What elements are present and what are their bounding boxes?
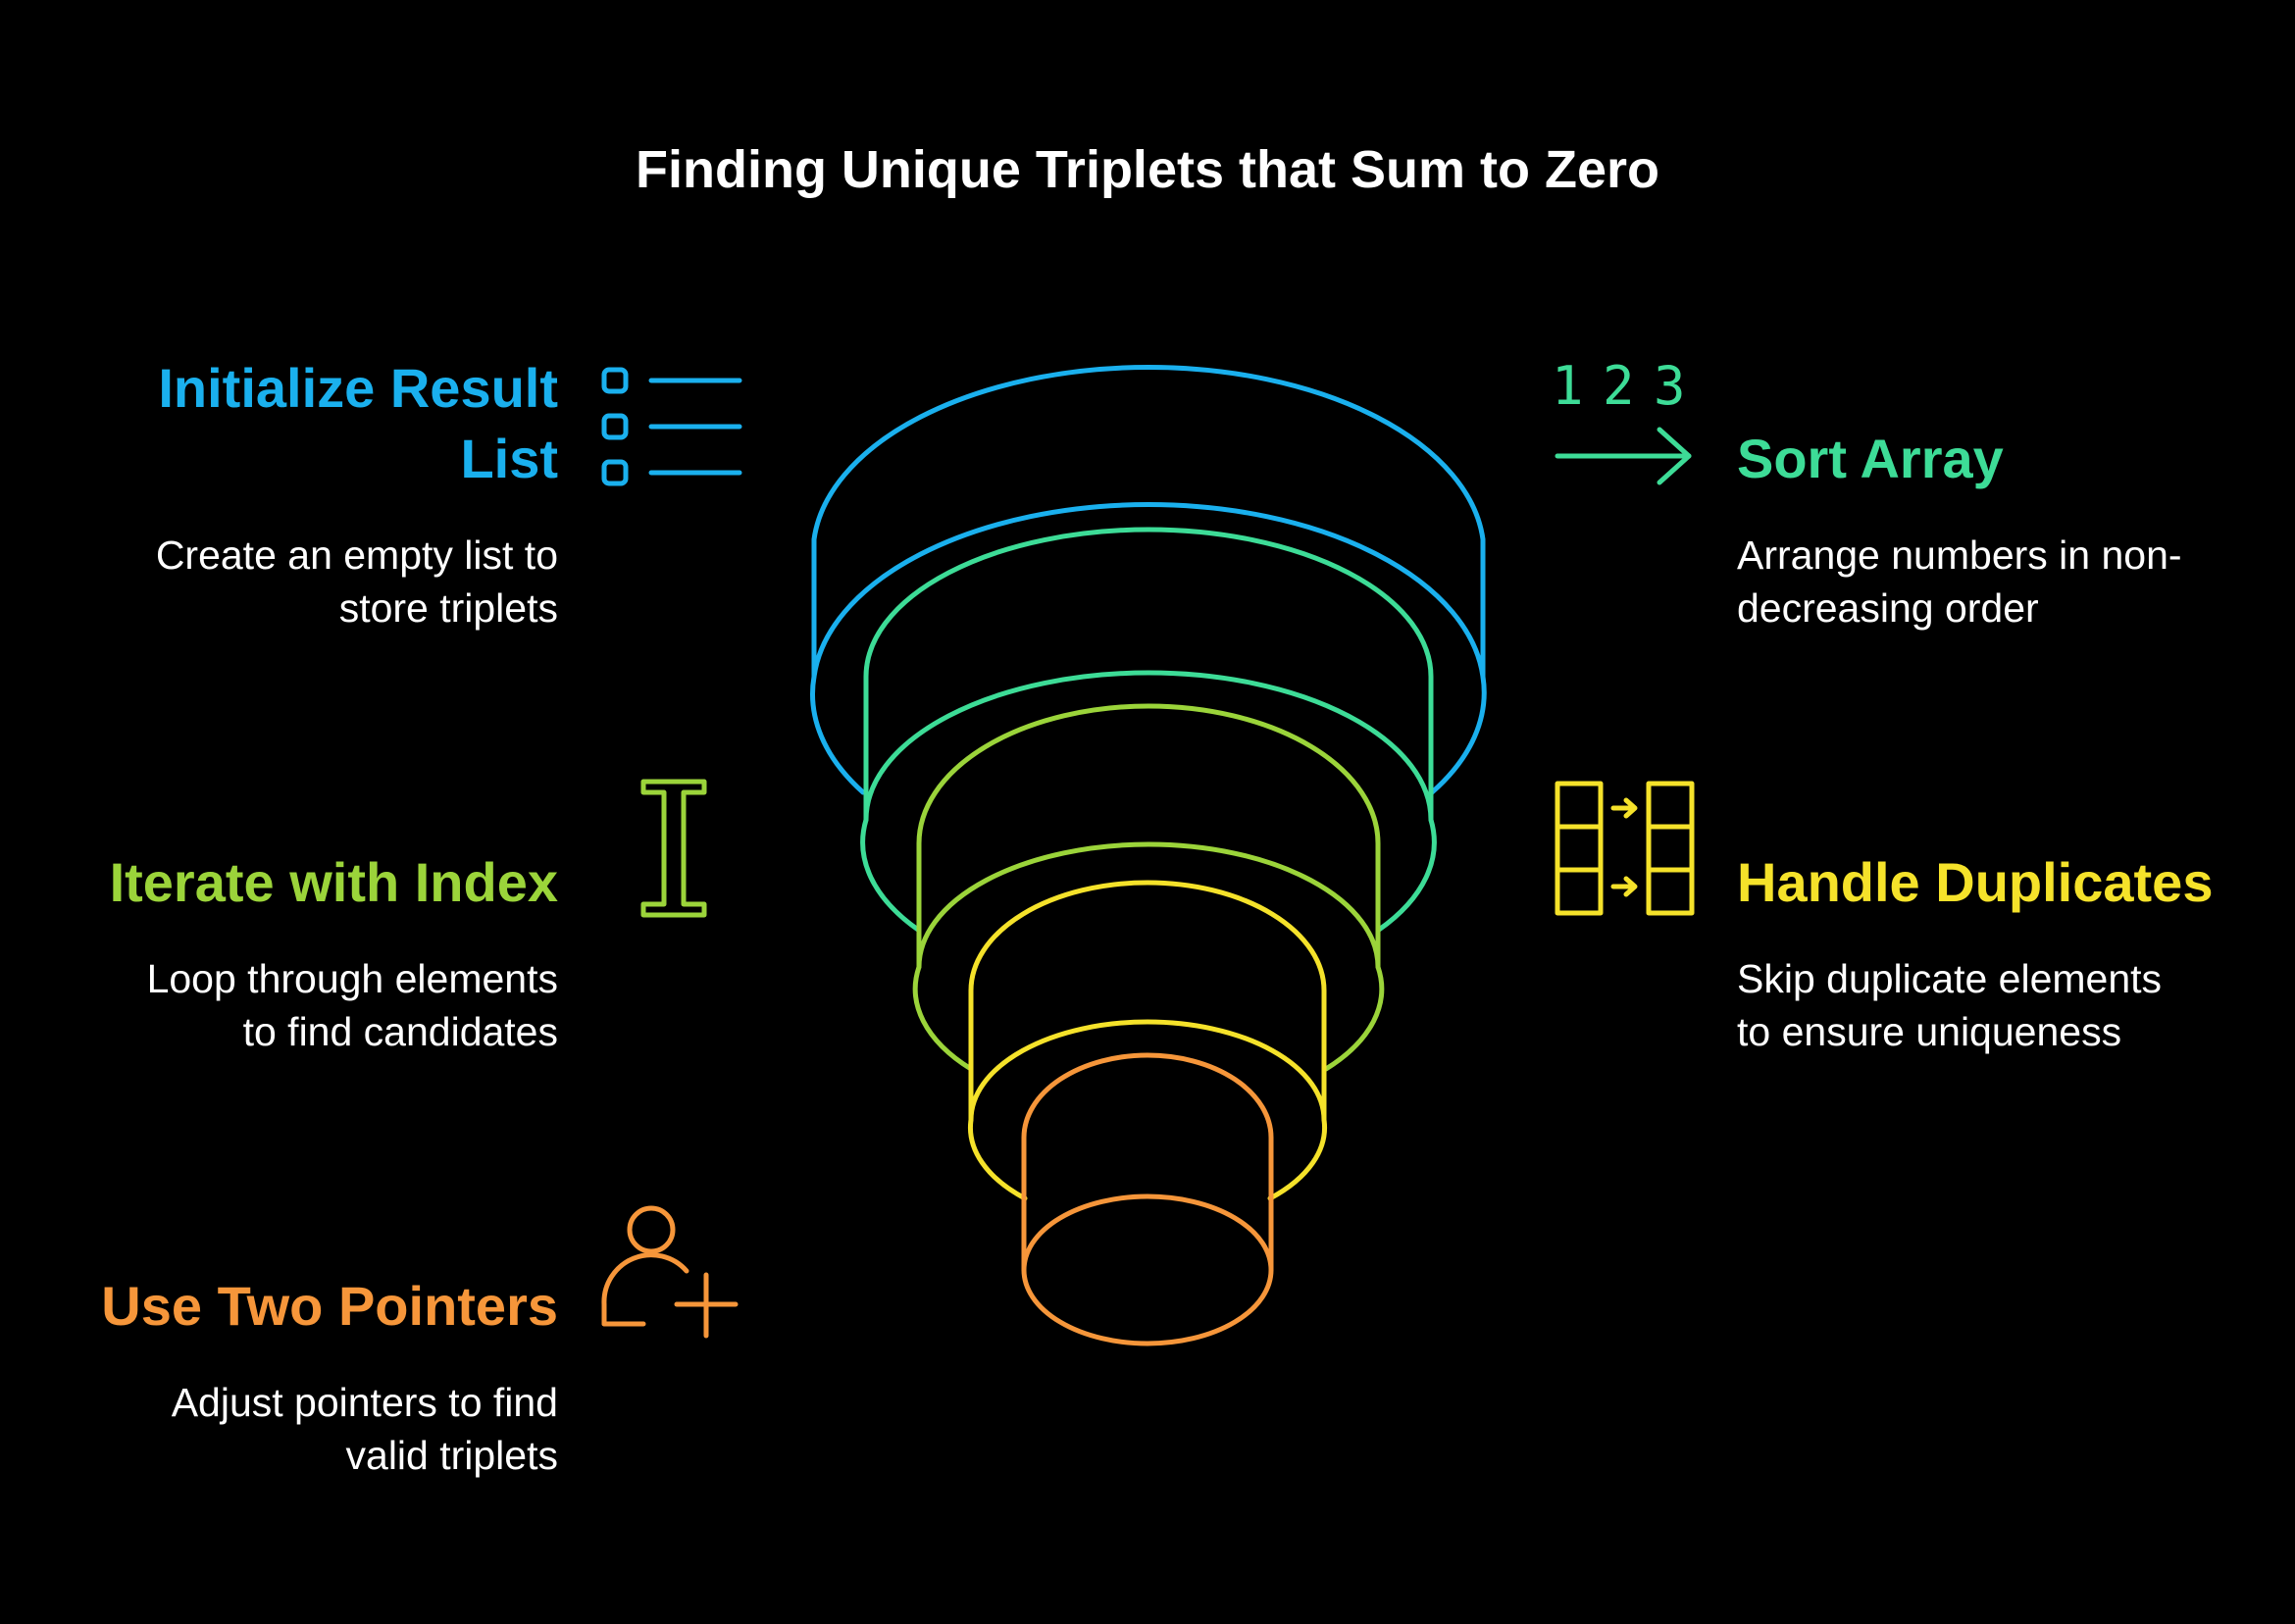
step-desc-iterate: Loop through elements to find candidates [147, 952, 558, 1058]
step-desc-line: store triplets [338, 585, 558, 631]
step-title-initialize: Initialize Result List [158, 353, 558, 494]
list-icon [601, 367, 742, 486]
step-desc-initialize: Create an empty list to store triplets [156, 529, 558, 634]
step-title-line: Iterate with Index [109, 851, 558, 913]
step-title-line: Initialize Result [158, 357, 558, 419]
cylinder-duplicates [967, 880, 1328, 1201]
step-title-line: Handle Duplicates [1737, 851, 2214, 913]
step-title-sort: Sort Array [1737, 424, 2004, 494]
step-desc-line: Skip duplicate elements [1737, 956, 2163, 1001]
step-desc-duplicates: Skip duplicate elements to ensure unique… [1737, 952, 2162, 1058]
cylinder-pointers [1021, 1052, 1274, 1346]
step-title-duplicates: Handle Duplicates [1737, 847, 2213, 918]
step-desc-line: Create an empty list to [155, 533, 558, 578]
step-desc-line: decreasing order [1737, 585, 2039, 631]
step-desc-sort: Arrange numbers in non- decreasing order [1737, 529, 2182, 634]
step-title-line: Sort Array [1737, 428, 2004, 489]
add-user-icon [601, 1205, 739, 1339]
step-desc-line: Loop through elements [146, 956, 558, 1001]
sort-digit: 3 [1654, 355, 1686, 417]
sort-digit: 1 [1552, 355, 1584, 417]
cylinder-sort [860, 527, 1437, 933]
sort-arrow-icon [1555, 427, 1692, 485]
step-desc-line: to ensure uniqueness [1737, 1009, 2122, 1054]
step-title-iterate: Iterate with Index [110, 847, 558, 918]
sort-digit: 2 [1603, 355, 1635, 417]
diagram-title: Finding Unique Triplets that Sum to Zero [636, 140, 1659, 199]
cylinder-initialize [810, 365, 1487, 795]
step-title-line: Use Two Pointers [101, 1275, 558, 1337]
step-desc-line: Arrange numbers in non- [1737, 533, 2182, 578]
sort-numbers-icon: 1 2 3 [1552, 355, 1686, 417]
step-desc-line: to find candidates [242, 1009, 558, 1054]
table-transfer-icon [1555, 781, 1695, 916]
step-desc-pointers: Adjust pointers to find valid triplets [172, 1376, 558, 1482]
step-desc-line: Adjust pointers to find [171, 1380, 558, 1425]
step-title-pointers: Use Two Pointers [101, 1271, 558, 1342]
step-desc-line: valid triplets [345, 1433, 558, 1478]
step-title-line: List [460, 428, 558, 489]
text-cursor-icon [640, 779, 707, 918]
cylinder-iterate [912, 703, 1385, 1072]
